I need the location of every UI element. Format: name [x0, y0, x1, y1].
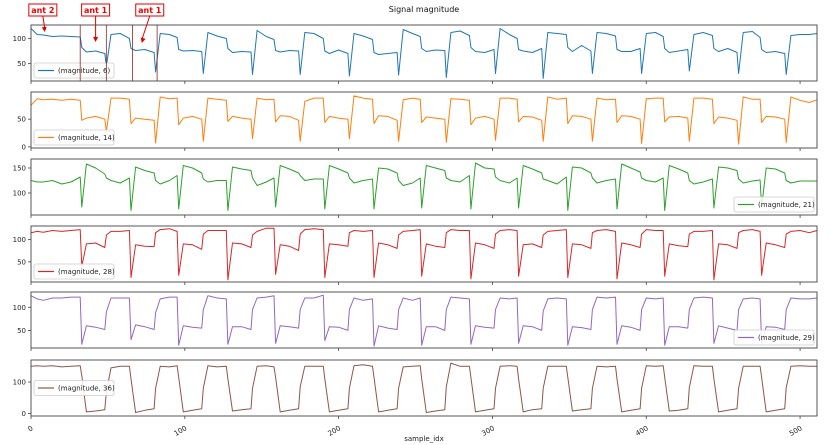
y-tick-label: 50 — [17, 258, 26, 266]
y-tick-label: 50 — [17, 116, 26, 124]
legend: (magnitude, 14) — [33, 129, 115, 146]
x-tick-label: 200 — [327, 424, 343, 438]
annotation-arrow — [42, 15, 46, 30]
y-tick-label: 100 — [13, 304, 26, 312]
legend-label: (magnitude, 21) — [758, 201, 815, 209]
legend: (magnitude, 28) — [33, 263, 115, 280]
series-line — [30, 95, 818, 145]
y-tick-label: 50 — [17, 327, 26, 335]
axes-frame — [30, 359, 818, 417]
legend-label: (magnitude, 14) — [58, 134, 115, 142]
annotation: ant 2 — [28, 3, 58, 33]
subplot-5: 50 100 (magnitude, 29) — [13, 291, 818, 351]
axes-frame — [30, 24, 818, 82]
annotation: ant 1 — [135, 3, 165, 44]
legend-label: (magnitude, 28) — [58, 268, 115, 276]
axes-frame — [30, 91, 818, 149]
y-tick-label: 100 — [13, 35, 26, 43]
annotation-arrow — [141, 15, 151, 41]
subplot-1: 50 100 (magnitude, 6) — [13, 24, 818, 84]
annotation-box — [81, 3, 111, 17]
legend: (magnitude, 29) — [733, 329, 815, 346]
y-tick-label: 100 — [13, 190, 26, 198]
legend-label: (magnitude, 6) — [58, 67, 110, 75]
axes-frame — [30, 291, 818, 349]
legend-label: (magnitude, 36) — [58, 385, 115, 393]
annotation-label: ant 1 — [138, 6, 162, 15]
x-tick-label: 0 — [27, 424, 35, 433]
y-tick-label: 150 — [13, 165, 26, 173]
y-tick-label: 0 — [22, 143, 26, 151]
subplot-4: 50 100 (magnitude, 28) — [13, 225, 818, 285]
subplot-6: 0 100 0 100 200 300 400 500 (magnitude, 36) — [13, 359, 818, 438]
y-tick-label: 0 — [22, 410, 26, 418]
legend-box — [733, 196, 815, 213]
x-tick-label: 300 — [480, 424, 496, 438]
axes-frame — [30, 158, 818, 216]
series-line — [30, 227, 818, 281]
x-axis-label: sample_idx — [404, 435, 443, 443]
y-tick-label: 50 — [17, 60, 26, 68]
axes-frame — [30, 225, 818, 283]
series-line — [30, 162, 817, 211]
annotation-label: ant 1 — [84, 6, 108, 15]
chart-title: Signal magnitude — [389, 5, 459, 14]
legend: (magnitude, 36) — [33, 380, 115, 396]
legend-box — [733, 329, 815, 346]
annotation: ant 1 — [81, 3, 111, 42]
legend-box — [33, 62, 115, 79]
subplot-3: 100 150 (magnitude, 21) — [13, 158, 818, 218]
legend-box — [33, 263, 115, 280]
legend-label: (magnitude, 29) — [758, 334, 815, 342]
legend-box — [33, 380, 115, 396]
arrow-head-icon — [140, 37, 146, 44]
annotation-box — [28, 3, 58, 17]
x-tick-label: 500 — [788, 424, 804, 438]
legend: (magnitude, 21) — [733, 196, 815, 213]
x-tick-label: 100 — [173, 424, 189, 438]
series-line — [30, 362, 817, 413]
annotation-label: ant 2 — [31, 6, 54, 15]
annotation-box — [135, 3, 165, 17]
subplot-2: 0 50 (magnitude, 14) — [17, 91, 818, 151]
legend-box — [33, 129, 115, 146]
arrow-head-icon — [41, 26, 47, 33]
y-tick-label: 100 — [13, 379, 26, 387]
series-line — [30, 28, 818, 79]
y-tick-label: 100 — [13, 236, 26, 244]
arrow-head-icon — [93, 37, 99, 42]
x-tick-label: 400 — [634, 424, 650, 438]
legend: (magnitude, 6) — [33, 62, 115, 79]
series-line — [30, 294, 818, 347]
